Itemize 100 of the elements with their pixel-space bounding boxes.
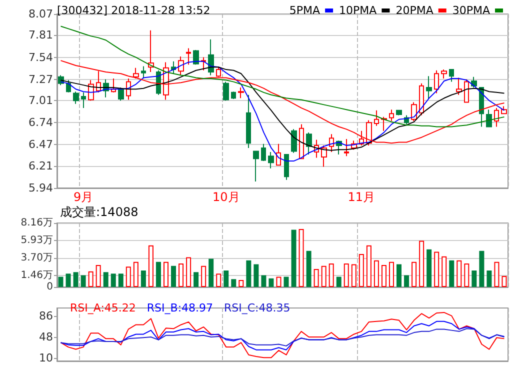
bar [464, 263, 470, 287]
chart-title: [300432] 2018-11-28 13:52 [57, 4, 210, 17]
series-label: RSI_B:48.97 [146, 302, 214, 314]
y-tick-label: 6.47 [28, 138, 53, 152]
bar [328, 263, 334, 287]
candlestick [178, 56, 184, 76]
candlestick [276, 143, 281, 166]
candlestick [73, 91, 79, 104]
candlestick [268, 152, 274, 169]
y-tick-label: 6.21 [28, 159, 53, 172]
candlestick [389, 109, 394, 122]
legend-label: 20PMA [396, 4, 434, 17]
bar [171, 266, 176, 287]
bar [88, 271, 94, 287]
bar [80, 275, 86, 287]
y-tick-label: 48 [39, 330, 53, 344]
bar [321, 266, 326, 287]
bar [374, 260, 379, 287]
bar [254, 264, 259, 287]
bar [396, 264, 402, 287]
y-tick-label: 6.74 [28, 116, 53, 130]
bar [156, 262, 161, 287]
y-tick-label: 7.01 [28, 94, 53, 108]
candlestick [66, 80, 71, 93]
y-tick-label: 7.81 [28, 28, 53, 42]
y-tick-label: 10 [39, 352, 53, 365]
candlestick [494, 107, 499, 128]
bar [314, 268, 319, 287]
bar [456, 260, 462, 287]
bar [73, 272, 78, 287]
y-tick-label: 7.54 [28, 50, 53, 64]
candlestick [441, 69, 447, 80]
bar [419, 240, 424, 287]
bar [479, 250, 484, 287]
candlestick [374, 110, 379, 126]
y-tick-label: 8.07 [28, 8, 53, 20]
candlestick [464, 78, 469, 103]
bar [298, 228, 304, 287]
candlestick [411, 102, 417, 122]
bar [126, 266, 131, 287]
candlestick [238, 87, 244, 99]
bar [336, 276, 342, 287]
legend-label: 30PMA [452, 4, 490, 17]
text: RSI_C:48.35 [224, 302, 290, 314]
bar [246, 260, 252, 287]
candlestick [306, 132, 312, 156]
y-tick-label: 86 [39, 309, 53, 322]
series-label: RSI_A:45.22 [70, 302, 136, 314]
legend-label: 10PMA [339, 4, 378, 17]
bar [494, 262, 500, 287]
bar [426, 249, 432, 287]
bar [231, 279, 236, 287]
bar [216, 274, 222, 287]
bar [381, 265, 386, 287]
candlestick [396, 110, 402, 116]
bar [163, 262, 168, 287]
bar [434, 252, 440, 287]
y-tick-label: 8.16万 [20, 218, 53, 228]
bar [351, 264, 356, 287]
candlestick [486, 109, 492, 128]
candlestick [449, 69, 454, 82]
bar [224, 270, 229, 287]
bar [110, 274, 116, 287]
candlestick [246, 94, 251, 148]
candlestick [253, 150, 259, 182]
candlestick [426, 76, 432, 100]
bar [472, 270, 477, 287]
candlestick [299, 124, 304, 160]
legend-label: 5PMA [289, 4, 321, 17]
bar [388, 262, 394, 287]
bar [148, 245, 154, 287]
y-tick-label: 5.93万 [20, 234, 53, 246]
bar [442, 256, 447, 287]
bar [133, 262, 138, 287]
bar [58, 276, 64, 287]
candlestick [329, 134, 334, 153]
candlestick [171, 60, 176, 74]
candlestick [434, 70, 439, 94]
bar [366, 245, 372, 287]
x-tick-label: 11月 [348, 190, 376, 204]
bar [276, 276, 282, 287]
candlestick [456, 77, 462, 96]
candlestick [186, 48, 191, 66]
y-tick-label: 0 [46, 282, 53, 292]
candlestick [223, 81, 229, 102]
x-tick-label: 9月 [73, 190, 94, 204]
candlestick [261, 143, 266, 162]
bar [291, 230, 296, 287]
candlestick [231, 91, 236, 100]
bar [486, 270, 492, 287]
bar [201, 266, 206, 287]
y-tick-label: 1.46万 [20, 270, 53, 282]
candlestick [291, 128, 297, 154]
bar [140, 270, 146, 287]
bar [502, 276, 507, 287]
bar [186, 257, 192, 287]
bar [178, 263, 184, 287]
candlestick [501, 106, 507, 114]
text: 成交量:14088 [60, 205, 138, 219]
bar [358, 254, 364, 287]
